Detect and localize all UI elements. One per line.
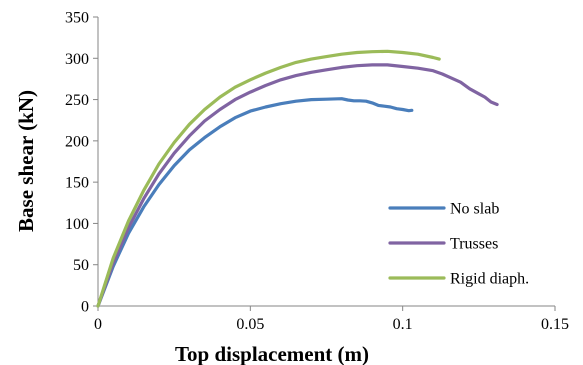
legend-label-3: Rigid diaph.: [450, 271, 529, 288]
y-tick-label: 350: [65, 10, 89, 27]
y-tick-label: 0: [81, 299, 89, 316]
x-tick-label: 0: [94, 316, 102, 333]
y-tick-label: 250: [65, 92, 89, 109]
y-tick-label: 100: [65, 216, 89, 233]
series-line-1: [96, 97, 414, 308]
y-tick-label: 300: [65, 51, 89, 68]
x-axis-ticks: 0 0.05 0.1 0.15: [94, 306, 569, 333]
x-tick-label: 0.1: [393, 316, 413, 333]
legend-label-2: Trusses: [450, 236, 498, 253]
x-tick-label: 0.05: [236, 316, 264, 333]
x-tick-label: 0.15: [541, 316, 569, 333]
y-tick-label: 200: [65, 133, 89, 150]
y-axis-title: Base shear (kN): [14, 90, 38, 232]
series-line-3: [96, 49, 441, 308]
y-axis-ticks: 0 50 100 150 200 250 300 350: [65, 10, 98, 316]
y-tick-label: 150: [65, 175, 89, 192]
series-group: [96, 49, 499, 308]
y-tick-label: 50: [73, 257, 89, 274]
x-axis-title: Top displacement (m): [175, 342, 369, 365]
legend-label-1: No slab: [450, 201, 499, 218]
series-line-2: [96, 63, 499, 308]
legend: No slab Trusses Rigid diaph.: [388, 201, 529, 288]
